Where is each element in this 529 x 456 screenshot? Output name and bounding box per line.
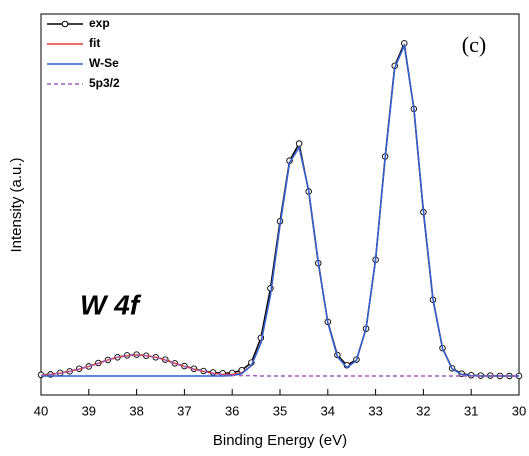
x-tick-label: 40 xyxy=(34,403,48,418)
legend-label: fit xyxy=(89,36,100,50)
x-tick-label: 38 xyxy=(129,403,143,418)
series-line xyxy=(41,42,519,377)
x-axis-label: Binding Energy (eV) xyxy=(213,432,347,449)
legend-label: 5p3/2 xyxy=(89,76,120,90)
x-tick-label: 39 xyxy=(82,403,96,418)
x-tick-label: 35 xyxy=(273,403,287,418)
panel-label: (c) xyxy=(462,32,486,57)
x-tick-label: 32 xyxy=(416,403,430,418)
series-line xyxy=(40,42,519,377)
x-tick-label: 37 xyxy=(177,403,191,418)
legend-marker xyxy=(61,20,69,28)
plot-frame xyxy=(40,13,520,396)
data-point xyxy=(295,140,303,147)
peak-label: W 4f xyxy=(80,289,142,320)
series-line xyxy=(40,40,519,377)
x-tick-label: 36 xyxy=(225,403,239,418)
x-tick-label: 30 xyxy=(512,403,526,418)
legend-label: W-Se xyxy=(89,56,119,70)
x-tick-label: 33 xyxy=(368,403,382,418)
x-tick-label: 34 xyxy=(321,403,335,418)
x-tick-label: 31 xyxy=(464,403,478,418)
y-axis-label: Intensity (a.u.) xyxy=(8,157,25,252)
legend-label: exp xyxy=(89,16,110,30)
